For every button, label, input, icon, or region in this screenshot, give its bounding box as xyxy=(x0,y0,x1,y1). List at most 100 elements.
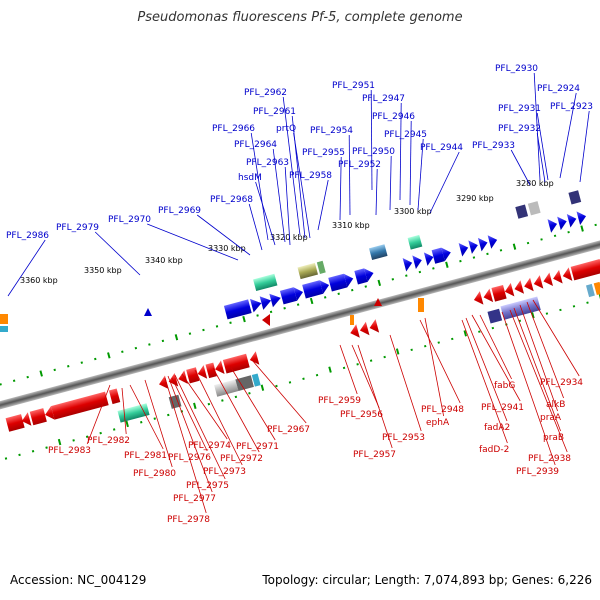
gene-label-pfl_2954[interactable]: PFL_2954 xyxy=(310,126,353,136)
gene-block[interactable] xyxy=(222,353,250,374)
gene-label-pfl_2963[interactable]: PFL_2963 xyxy=(246,158,289,168)
gene-arrow[interactable] xyxy=(482,288,494,305)
gene-label-pfl_2969[interactable]: PFL_2969 xyxy=(158,206,201,216)
gene-label-pfl_2932[interactable]: PFL_2932 xyxy=(498,124,541,134)
gene-block[interactable] xyxy=(186,367,200,384)
gene-arrow[interactable] xyxy=(157,375,169,392)
gene-arrow[interactable] xyxy=(542,272,554,289)
gene-arrow[interactable] xyxy=(547,217,559,233)
gene-label-pfl_2979[interactable]: PFL_2979 xyxy=(56,223,99,233)
gene-label-pfl_2946[interactable]: PFL_2946 xyxy=(372,112,415,122)
gene-block[interactable] xyxy=(0,314,8,324)
gene-block[interactable] xyxy=(108,388,121,405)
gene-label-fada2[interactable]: fadA2 xyxy=(484,423,510,433)
gene-arrow[interactable] xyxy=(402,256,414,272)
gene-block[interactable] xyxy=(235,375,254,392)
gene-block[interactable] xyxy=(279,287,298,305)
gene-block[interactable] xyxy=(168,394,182,409)
gene-label-pfl_2972[interactable]: PFL_2972 xyxy=(220,454,263,464)
gene-block[interactable] xyxy=(302,280,324,299)
gene-label-pfl_2939[interactable]: PFL_2939 xyxy=(516,467,559,477)
gene-block[interactable] xyxy=(568,190,582,205)
gene-label-pfl_2986[interactable]: PFL_2986 xyxy=(6,231,49,241)
gene-labels[interactable]: PFL_2930 PFL_2924 PFL_2923 PFL_2931 PFL_2932… xyxy=(6,64,593,525)
gene-block[interactable] xyxy=(5,414,25,432)
gene-label-pfl_2977[interactable]: PFL_2977 xyxy=(173,494,216,504)
gene-block[interactable] xyxy=(205,362,217,379)
gene-label-pfl_2941[interactable]: PFL_2941 xyxy=(481,403,524,413)
gene-label-prab[interactable]: praB xyxy=(543,433,564,443)
gene-label-pfl_2978[interactable]: PFL_2978 xyxy=(167,515,210,525)
gene-label-pfl_2959[interactable]: PFL_2959 xyxy=(318,396,361,406)
gene-block[interactable] xyxy=(491,284,507,302)
gene-arrow[interactable] xyxy=(196,365,208,381)
gene-label-pfl_2938[interactable]: PFL_2938 xyxy=(528,454,571,464)
gene-label-pfl_2981[interactable]: PFL_2981 xyxy=(124,451,167,461)
gene-label-pfl_2948[interactable]: PFL_2948 xyxy=(421,405,464,415)
gene-arrow[interactable] xyxy=(557,215,568,231)
gene-arrow[interactable] xyxy=(343,272,355,288)
gene-label-pfl_2980[interactable]: PFL_2980 xyxy=(133,469,176,479)
gene-label-pfl_2964[interactable]: PFL_2964 xyxy=(234,140,277,150)
gene-label-praa[interactable]: praA xyxy=(540,413,562,423)
gene-label-pfl_2971[interactable]: PFL_2971 xyxy=(236,442,279,452)
gene-arrow[interactable] xyxy=(522,277,534,294)
gene-label-pfl_2961[interactable]: PFL_2961 xyxy=(253,107,296,117)
gene-block[interactable] xyxy=(223,299,252,320)
gene-block[interactable] xyxy=(593,281,600,296)
gene-label-pfl_2930[interactable]: PFL_2930 xyxy=(495,64,538,74)
gene-block[interactable] xyxy=(350,315,354,325)
gene-label-pfl_2956[interactable]: PFL_2956 xyxy=(340,410,383,420)
gene-arrow[interactable] xyxy=(503,282,515,299)
gene-arrow[interactable] xyxy=(177,370,188,386)
gene-block[interactable] xyxy=(354,268,368,285)
gene-label-pfl_2982[interactable]: PFL_2982 xyxy=(87,436,130,446)
gene-arrow[interactable] xyxy=(43,406,55,422)
gene-arrow[interactable] xyxy=(566,212,578,228)
gene-arrow[interactable] xyxy=(348,324,360,340)
gene-block[interactable] xyxy=(251,373,261,387)
gene-arrow[interactable] xyxy=(368,319,380,335)
gene-label-pfl_2923[interactable]: PFL_2923 xyxy=(550,102,593,112)
gene-label-pfl_2931[interactable]: PFL_2931 xyxy=(498,104,541,114)
gene-label-pfl_2957[interactable]: PFL_2957 xyxy=(353,450,396,460)
gene-arrow[interactable] xyxy=(269,291,282,308)
gene-label-pfl_2958[interactable]: PFL_2958 xyxy=(289,171,332,181)
gene-label-fabg[interactable]: fabG xyxy=(494,381,515,391)
gene-label-pfl_2966[interactable]: PFL_2966 xyxy=(212,124,255,134)
gene-arrow[interactable] xyxy=(458,241,470,257)
gene-label-pfl_2951[interactable]: PFL_2951 xyxy=(332,81,375,91)
gene-label-pfl_2983[interactable]: PFL_2983 xyxy=(48,446,91,456)
gene-label-pfl_2933[interactable]: PFL_2933 xyxy=(472,141,515,151)
gene-arrow[interactable] xyxy=(551,269,563,286)
gene-arrow[interactable] xyxy=(513,280,525,296)
gene-label-pfl_2934[interactable]: PFL_2934 xyxy=(540,378,583,388)
top-strand-genes[interactable] xyxy=(219,190,588,320)
gene-arrow[interactable] xyxy=(259,294,273,310)
gene-block[interactable] xyxy=(368,244,388,260)
gene-label-pfl_2950[interactable]: PFL_2950 xyxy=(352,147,395,157)
gene-label-pfl_2945[interactable]: PFL_2945 xyxy=(384,130,427,140)
gene-label-pfl_2953[interactable]: PFL_2953 xyxy=(382,433,425,443)
gene-block[interactable] xyxy=(214,379,239,397)
gene-label-pfl_2968[interactable]: PFL_2968 xyxy=(210,195,253,205)
gene-block[interactable] xyxy=(527,201,541,216)
gene-label-pfl_2952[interactable]: PFL_2952 xyxy=(338,160,381,170)
gene-label-pfl_2970[interactable]: PFL_2970 xyxy=(108,215,151,225)
gene-arrow[interactable] xyxy=(293,285,304,301)
gene-block[interactable] xyxy=(297,262,319,280)
gene-label-pfl_2944[interactable]: PFL_2944 xyxy=(420,143,463,153)
gene-arrow[interactable] xyxy=(167,372,179,389)
gene-label-pfl_2973[interactable]: PFL_2973 xyxy=(203,467,246,477)
gene-block[interactable] xyxy=(0,326,8,332)
gene-block[interactable] xyxy=(316,260,326,274)
gene-label-pfl_2962[interactable]: PFL_2962 xyxy=(244,88,287,98)
gene-arrow[interactable] xyxy=(561,267,573,283)
gene-label-pfl_2967[interactable]: PFL_2967 xyxy=(267,425,310,435)
gene-arrow[interactable] xyxy=(248,351,260,367)
gene-label-pfl_2975[interactable]: PFL_2975 xyxy=(186,481,229,491)
gene-arrow[interactable] xyxy=(468,238,479,254)
gene-block[interactable] xyxy=(253,273,278,292)
gene-arrow[interactable] xyxy=(144,308,152,316)
